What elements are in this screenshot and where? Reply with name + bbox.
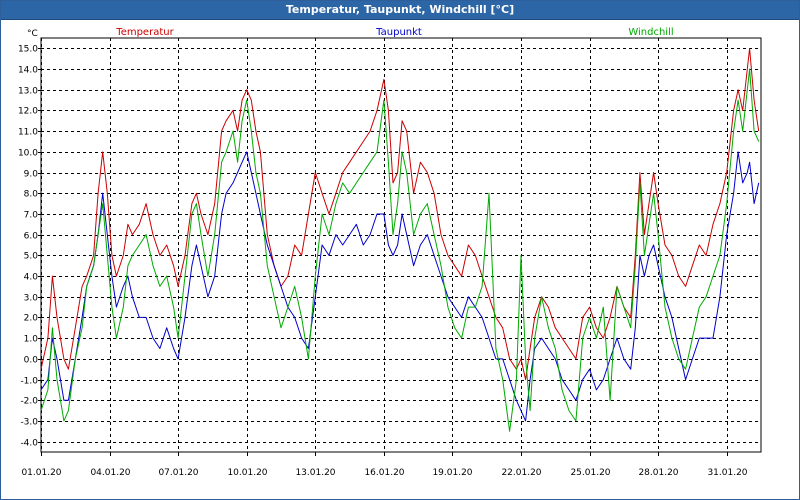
y-tick-label: 14.0	[18, 66, 38, 76]
y-tick-label: 12.0	[18, 107, 38, 117]
legend-temperatur: Temperatur	[115, 27, 174, 38]
x-tick-label: 22.01.20	[501, 468, 541, 478]
y-tick-label: 1.0	[24, 335, 39, 345]
chart-series	[40, 47, 760, 432]
y-tick-label: -3.0	[20, 418, 38, 428]
x-tick-label: 01.01.20	[21, 468, 61, 478]
window-title: Temperatur, Taupunkt, Windchill [°C]	[1, 1, 799, 20]
x-tick-label: 28.01.20	[638, 468, 678, 478]
y-tick-label: 13.0	[18, 87, 38, 97]
y-tick-label: 6.0	[24, 232, 39, 242]
x-tick-label: 25.01.20	[570, 468, 610, 478]
plot-frame	[40, 37, 762, 453]
chart-legend: Temperatur Taupunkt Windchill	[115, 27, 673, 38]
y-tick-label: 2.0	[24, 314, 39, 324]
legend-windchill: Windchill	[628, 27, 673, 38]
y-tick-label: 11.0	[18, 128, 38, 138]
y-tick-label: 0.0	[24, 356, 39, 366]
x-tick-label: 10.01.20	[227, 468, 267, 478]
y-tick-label: -1.0	[20, 377, 38, 387]
x-tick-label: 07.01.20	[158, 468, 198, 478]
chart-grid	[40, 37, 762, 453]
x-tick-label: 19.01.20	[432, 468, 472, 478]
series-line-temperatur	[40, 47, 760, 381]
x-tick-label: 13.01.20	[295, 468, 335, 478]
legend-taupunkt: Taupunkt	[375, 27, 422, 38]
series-line-windchill	[40, 68, 760, 432]
chart-axes: -4.0 -3.0 -2.0 -1.0 0.0 1.0 2.0 3.0 4.0 5.0 6.0 7.0…	[18, 29, 748, 478]
y-tick-label: 15.0	[18, 45, 38, 55]
series-line-taupunkt	[40, 151, 760, 422]
y-tick-label: 8.0	[24, 190, 39, 200]
x-tick-label: 31.01.20	[707, 468, 747, 478]
x-tick-label: 04.01.20	[90, 468, 130, 478]
y-tick-label: 10.0	[18, 149, 38, 159]
y-tick-label: -2.0	[20, 397, 38, 407]
y-tick-label: 5.0	[24, 252, 39, 262]
line-chart: -4.0 -3.0 -2.0 -1.0 0.0 1.0 2.0 3.0 4.0 5.0 6.0 7.0…	[18, 27, 762, 478]
y-axis-label: °C	[27, 29, 38, 39]
x-tick-label: 16.01.20	[364, 468, 404, 478]
y-tick-label: -4.0	[20, 439, 38, 449]
y-tick-label: 9.0	[24, 170, 39, 180]
y-tick-label: 3.0	[24, 294, 39, 304]
y-tick-label: 4.0	[24, 273, 39, 283]
y-tick-label: 7.0	[24, 211, 39, 221]
